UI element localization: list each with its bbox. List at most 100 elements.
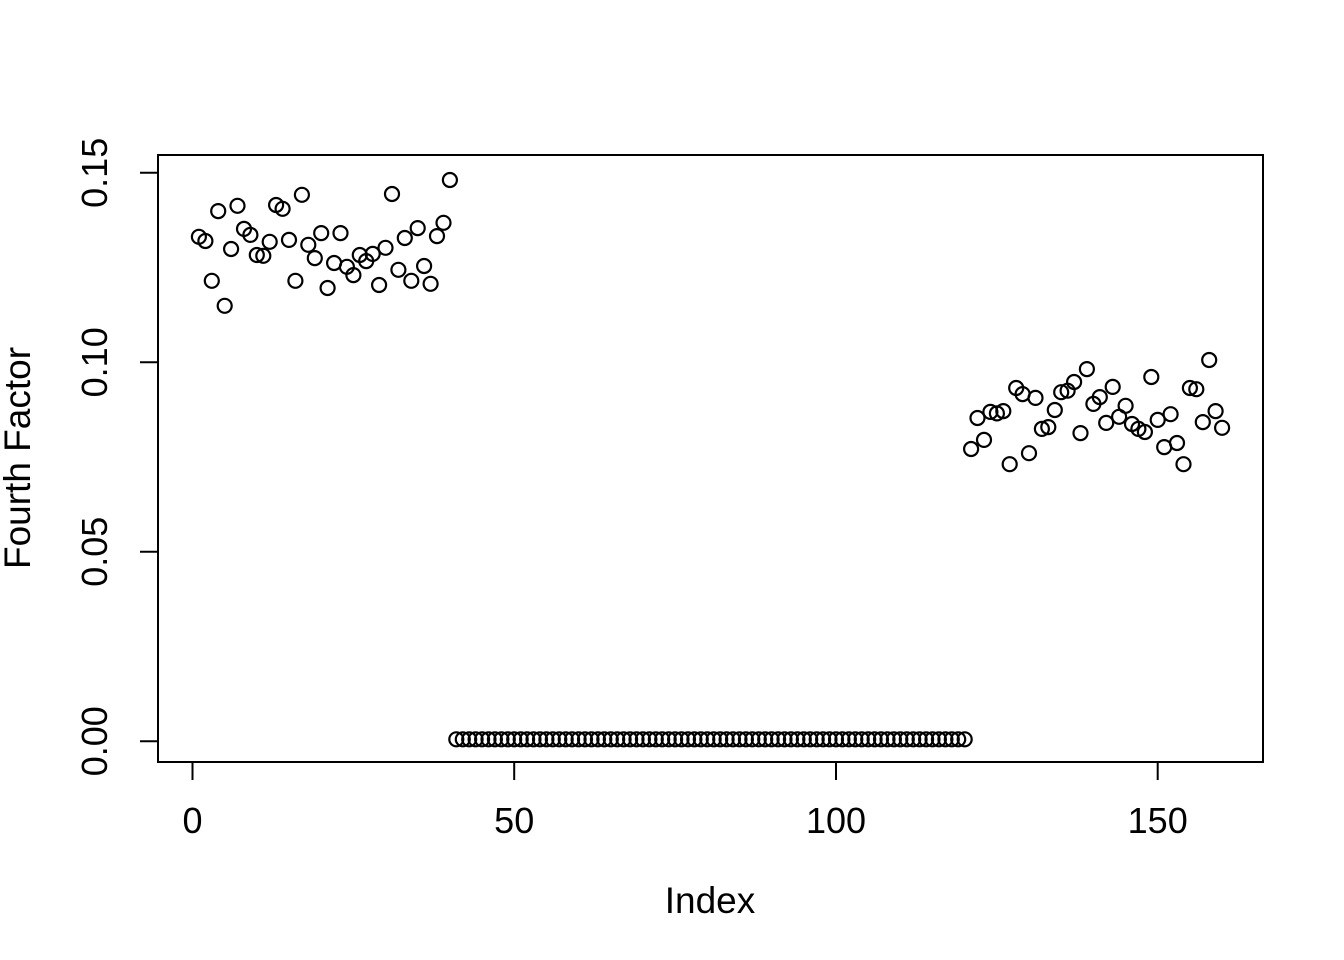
data-point (538, 731, 555, 748)
data-point (396, 229, 413, 247)
data-point (879, 731, 896, 748)
data-point (731, 731, 748, 748)
data-point (1168, 434, 1186, 452)
data-point (557, 731, 574, 748)
data-point (1053, 384, 1070, 401)
data-point (300, 236, 317, 253)
data-point (769, 731, 787, 748)
data-point (1091, 389, 1108, 406)
data-point (757, 731, 774, 748)
data-point (1001, 456, 1018, 473)
y-axis-tick-label: 0.00 (74, 706, 115, 776)
data-point (242, 226, 259, 243)
data-point (480, 731, 497, 748)
data-point (602, 731, 619, 748)
data-point (789, 731, 806, 748)
x-axis-tick-label: 0 (182, 800, 202, 841)
data-point (705, 731, 722, 748)
data-point (1065, 373, 1083, 391)
data-point (969, 409, 986, 427)
data-point (1104, 378, 1121, 395)
data-point (834, 731, 851, 748)
data-point (223, 240, 240, 258)
data-point (808, 731, 825, 748)
data-point (679, 731, 697, 748)
data-point (203, 272, 220, 289)
data-point (261, 233, 278, 250)
data-point (654, 731, 671, 748)
axes-layer: 0 50 100 150 0.00 0.05 0.10 0.15 (74, 138, 1188, 841)
data-point (905, 731, 922, 748)
data-point (1020, 445, 1038, 462)
data-point (255, 247, 272, 264)
data-point (293, 186, 310, 203)
data-point (1040, 419, 1057, 436)
data-point (506, 731, 523, 748)
data-point (589, 731, 607, 748)
data-point (1181, 379, 1199, 397)
data-point (1027, 389, 1044, 406)
data-point (486, 731, 503, 748)
data-point (930, 731, 948, 748)
data-point (313, 225, 330, 242)
data-point (898, 731, 915, 748)
data-point (802, 731, 819, 748)
data-point (917, 731, 935, 748)
x-axis-tick-label: 100 (806, 800, 866, 841)
data-point (332, 225, 349, 242)
y-axis-tick-label: 0.10 (74, 327, 115, 397)
data-point (583, 731, 600, 748)
data-point (660, 731, 677, 748)
data-point (1072, 425, 1089, 442)
data-point (840, 731, 858, 748)
data-point (345, 267, 362, 284)
data-point (1213, 419, 1231, 436)
data-point (686, 731, 703, 748)
data-point (428, 228, 446, 245)
data-points-layer (190, 171, 1231, 748)
y-axis-tick-label: 0.05 (74, 517, 115, 587)
data-point (1175, 456, 1192, 473)
data-point (621, 731, 639, 748)
data-point (1136, 423, 1154, 441)
data-point (551, 731, 568, 748)
data-point (229, 197, 246, 214)
data-point (1201, 351, 1218, 369)
data-point (962, 440, 980, 458)
data-point (287, 272, 304, 289)
data-point (956, 731, 973, 748)
data-point (531, 731, 549, 748)
data-point (383, 185, 401, 203)
data-point (197, 232, 214, 250)
data-point (512, 731, 529, 748)
data-point (409, 220, 426, 237)
data-point (750, 731, 767, 748)
data-point (467, 731, 484, 748)
data-point (634, 731, 652, 748)
data-point (441, 171, 458, 189)
data-point (1194, 414, 1211, 431)
data-point (493, 731, 510, 748)
data-point (403, 272, 420, 289)
plot-box-border (157, 154, 1264, 763)
x-axis-tick-label: 50 (494, 800, 534, 841)
data-point (377, 239, 394, 256)
data-point (474, 731, 491, 748)
data-point (210, 203, 227, 220)
data-point (1046, 401, 1063, 419)
data-point (1117, 397, 1134, 414)
data-point (712, 731, 729, 748)
data-point (306, 250, 323, 267)
data-point (937, 731, 954, 748)
data-point (782, 731, 800, 748)
data-point (1143, 368, 1160, 386)
data-point (274, 200, 291, 217)
data-point (860, 731, 877, 748)
data-point (1188, 381, 1205, 398)
y-axis-tick-label: 0.15 (74, 138, 115, 208)
data-point (248, 246, 265, 264)
data-point (975, 431, 993, 448)
data-point (216, 297, 233, 314)
